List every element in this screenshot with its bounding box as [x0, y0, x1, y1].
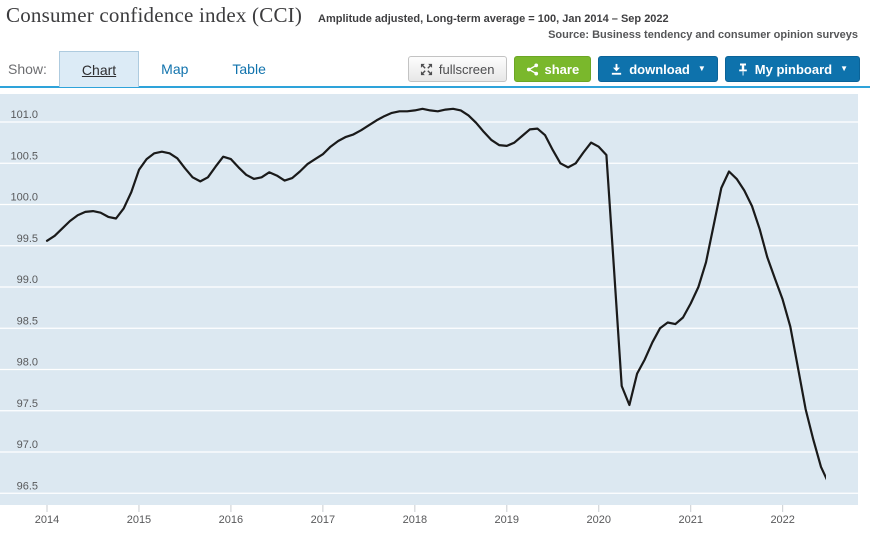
download-label: download	[629, 61, 690, 77]
y-axis-tick-label: 100.0	[10, 192, 38, 204]
tab-map[interactable]: Map	[139, 51, 210, 87]
cci-series-line[interactable]	[45, 107, 844, 498]
pin-icon	[737, 63, 749, 76]
show-label: Show:	[8, 61, 47, 77]
tab-map-label: Map	[161, 61, 189, 77]
x-axis-tick-label: 2019	[495, 514, 519, 526]
y-axis-tick-label: 99.0	[17, 274, 38, 286]
fullscreen-button[interactable]: fullscreen	[407, 56, 507, 82]
download-caret-icon: ▼	[697, 64, 706, 73]
tab-table-label: Table	[232, 61, 266, 77]
x-axis-tick-label: 2017	[311, 514, 335, 526]
download-button[interactable]: download ▼	[598, 56, 718, 82]
toolbar: Show: Chart Map Table	[0, 51, 870, 88]
y-axis-tick-label: 98.5	[17, 315, 38, 327]
share-label: share	[544, 61, 580, 77]
x-axis-tick-label: 2016	[219, 514, 243, 526]
source-note: Source: Business tendency and consumer o…	[548, 29, 858, 41]
y-axis-tick-label: 99.5	[17, 233, 38, 245]
y-axis-tick-label: 98.0	[17, 357, 38, 369]
plot-background	[0, 94, 858, 505]
y-axis-tick-label: 101.0	[10, 109, 38, 121]
share-button[interactable]: share	[513, 56, 592, 82]
my-pinboard-button[interactable]: My pinboard ▼	[724, 56, 860, 82]
tab-table[interactable]: Table	[210, 51, 287, 87]
fullscreen-icon	[420, 63, 433, 76]
chart-area: 96.5 97.0 97.5 98.0 98.5 99.0 99.5 100.0 100.5 10…	[0, 88, 870, 533]
pinboard-caret-icon: ▼	[840, 64, 848, 73]
x-axis-tick-label: 2015	[127, 514, 151, 526]
y-axis-tick-label: 97.0	[17, 439, 38, 451]
y-axis-tick-label: 96.5	[17, 480, 38, 492]
share-icon	[526, 63, 539, 76]
x-axis-tick-label: 2018	[403, 514, 427, 526]
header: Consumer confidence index (CCI) Amplitud…	[0, 0, 870, 52]
fullscreen-label: fullscreen	[438, 61, 495, 77]
cci-line-chart: 96.5 97.0 97.5 98.0 98.5 99.0 99.5 100.0 100.5 10…	[0, 94, 858, 526]
y-axis-tick-label: 100.5	[10, 150, 38, 162]
download-icon	[610, 63, 623, 76]
y-axis-tick-label: 97.5	[17, 398, 38, 410]
chart-subtitle: Amplitude adjusted, Long-term average = …	[318, 13, 669, 25]
x-axis-tick-label: 2020	[587, 514, 611, 526]
x-axis-tick-label: 2021	[678, 514, 702, 526]
x-axis-tick-label: 2022	[770, 514, 794, 526]
tab-chart[interactable]: Chart	[58, 51, 140, 87]
pinboard-label: My pinboard	[754, 61, 833, 77]
tab-chart-label: Chart	[81, 61, 117, 78]
x-axis-tick-label: 2014	[35, 514, 59, 526]
page-title: Consumer confidence index (CCI)	[6, 3, 303, 27]
